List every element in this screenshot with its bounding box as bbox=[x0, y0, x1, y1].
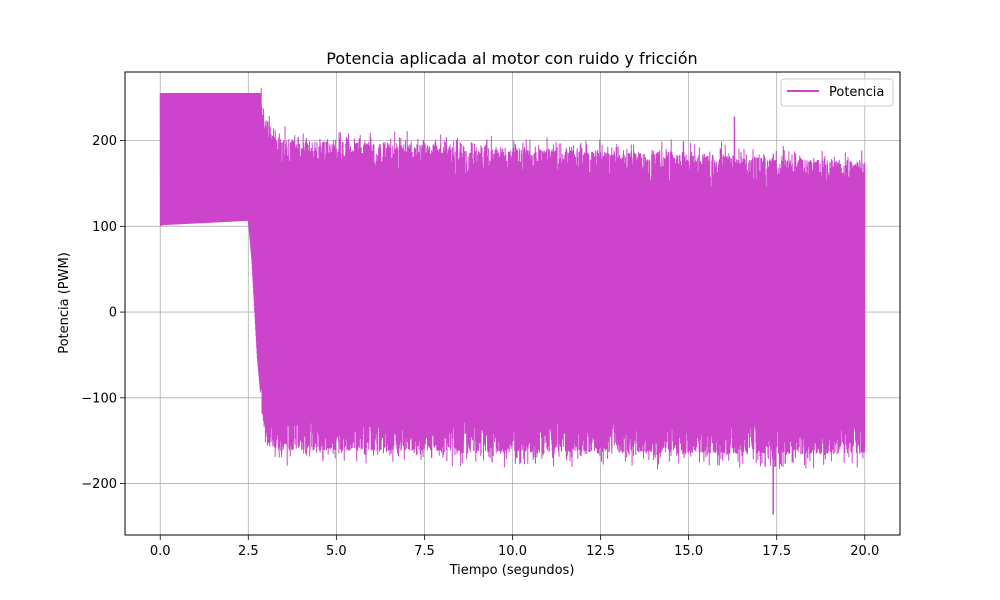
series-line-potencia bbox=[159, 87, 866, 470]
x-tick-label: 10.0 bbox=[498, 544, 527, 559]
x-tick-label: 2.5 bbox=[238, 544, 259, 559]
x-tick-label: 0.0 bbox=[150, 544, 171, 559]
y-tick-label: 200 bbox=[92, 134, 117, 149]
x-tick-label: 20.0 bbox=[850, 544, 879, 559]
legend: Potencia bbox=[780, 78, 894, 107]
y-tick-label: −200 bbox=[81, 477, 117, 492]
x-tick-label: 17.5 bbox=[762, 544, 791, 559]
y-tick-label: −100 bbox=[81, 391, 117, 406]
x-tick-label: 15.0 bbox=[674, 544, 703, 559]
y-tick-label: 100 bbox=[92, 220, 117, 235]
x-ticks: 0.0 2.5 5.0 7.5 10.0 12.5 15.0 17.5 20.0 bbox=[150, 535, 879, 559]
chart-title: Potencia aplicada al motor con ruido y f… bbox=[326, 49, 697, 68]
legend-label-potencia: Potencia bbox=[829, 85, 884, 100]
x-axis-label: Tiempo (segundos) bbox=[449, 563, 575, 578]
data-layer bbox=[159, 87, 866, 515]
y-ticks: −200 −100 0 100 200 bbox=[81, 134, 125, 492]
y-tick-label: 0 bbox=[109, 306, 117, 321]
x-tick-label: 7.5 bbox=[414, 544, 435, 559]
x-tick-label: 5.0 bbox=[326, 544, 347, 559]
legend-box bbox=[780, 78, 894, 107]
x-tick-label: 12.5 bbox=[586, 544, 615, 559]
y-axis-label: Potencia (PWM) bbox=[57, 252, 72, 354]
